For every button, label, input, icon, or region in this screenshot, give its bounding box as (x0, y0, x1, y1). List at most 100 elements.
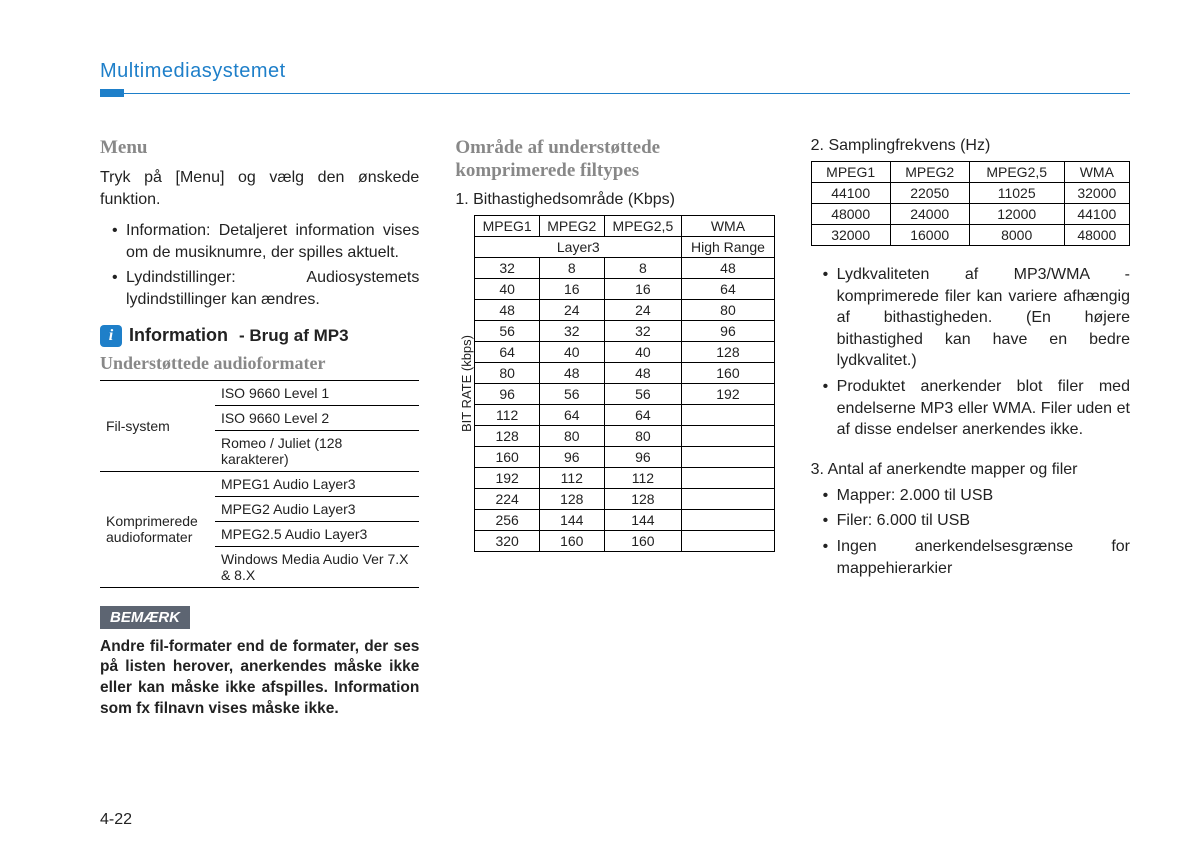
table-cell: 144 (539, 509, 604, 530)
info-subtitle: - Brug af MP3 (239, 326, 349, 346)
table-cell: 24000 (890, 204, 969, 225)
col-subheader: High Range (682, 236, 774, 257)
format-value: Windows Media Audio Ver 7.X & 8.X (215, 546, 419, 587)
table-cell: 160 (475, 446, 540, 467)
table-cell: 320 (475, 530, 540, 551)
info-icon: i (100, 325, 122, 347)
table-cell: 96 (682, 320, 774, 341)
table-cell: 64 (604, 404, 682, 425)
formats-table: Fil-system ISO 9660 Level 1 ISO 9660 Lev… (100, 380, 419, 588)
list-item: Filer: 6.000 til USB (823, 510, 1130, 532)
table-cell (682, 530, 774, 551)
col-header: MPEG1 (811, 162, 890, 183)
col-header: MPEG1 (475, 215, 540, 236)
table-cell: 48 (682, 257, 774, 278)
table-cell (682, 467, 774, 488)
table-cell: 8000 (969, 225, 1064, 246)
table-cell: 8 (604, 257, 682, 278)
format-value: MPEG2.5 Audio Layer3 (215, 521, 419, 546)
table-cell (682, 446, 774, 467)
list-item: Produktet anerkender blot filer med ende… (823, 376, 1130, 441)
column-3: 2. Samplingfrekvens (Hz) MPEG1 MPEG2 MPE… (811, 137, 1130, 720)
list-item: Lydindstillinger: Audiosystemets lydinds… (112, 267, 419, 310)
table-cell: 40 (539, 341, 604, 362)
table-cell: 56 (604, 383, 682, 404)
table-cell: 80 (682, 299, 774, 320)
col-header: WMA (682, 215, 774, 236)
column-2: Område af understøttede komprimerede fil… (455, 137, 774, 720)
table-cell: 44100 (811, 183, 890, 204)
table-cell: 160 (604, 530, 682, 551)
col-header: WMA (1064, 162, 1129, 183)
limits-list: Mapper: 2.000 til USB Filer: 6.000 til U… (823, 485, 1130, 579)
table-cell: 11025 (969, 183, 1064, 204)
table-cell: 56 (539, 383, 604, 404)
table-cell: 192 (475, 467, 540, 488)
table-cell: 16000 (890, 225, 969, 246)
col-header: MPEG2,5 (969, 162, 1064, 183)
col2-subheading: 1. Bithastighedsområde (Kbps) (455, 191, 774, 209)
col-header: MPEG2,5 (604, 215, 682, 236)
table-cell: 48000 (811, 204, 890, 225)
table-cell: 128 (682, 341, 774, 362)
table-cell: 96 (539, 446, 604, 467)
table-cell: 16 (604, 278, 682, 299)
table-cell: 22050 (890, 183, 969, 204)
bitrate-axis-label: BIT RATE (kbps) (455, 335, 474, 432)
list-item: Lydkvaliteten af MP3/WMA - komprimerede … (823, 264, 1130, 372)
menu-list: Information: Detaljeret information vise… (112, 220, 419, 310)
list-item: Mapper: 2.000 til USB (823, 485, 1130, 507)
sec3-heading: 3. Antal af anerkendte mapper og filer (811, 461, 1130, 479)
table-cell (682, 488, 774, 509)
table-cell: 112 (604, 467, 682, 488)
quality-list: Lydkvaliteten af MP3/WMA - komprimerede … (823, 264, 1130, 441)
table-cell: 48 (604, 362, 682, 383)
table-cell: 48 (539, 362, 604, 383)
table-cell: 32 (475, 257, 540, 278)
table-cell: 56 (475, 320, 540, 341)
table-cell: 44100 (1064, 204, 1129, 225)
table-cell: 16 (539, 278, 604, 299)
table-cell: 256 (475, 509, 540, 530)
table-cell: 112 (475, 404, 540, 425)
table-cell: 80 (475, 362, 540, 383)
bitrate-table: MPEG1 MPEG2 MPEG2,5 WMA Layer3 High Rang… (474, 215, 774, 552)
table-cell: 80 (604, 425, 682, 446)
note-text: Andre fil-formater end de formater, der … (100, 637, 419, 721)
page-header: Multimediasystemet (100, 60, 1130, 83)
list-item: Ingen anerkendelsesgrænse for mappehiera… (823, 536, 1130, 579)
info-title: Information (129, 325, 228, 346)
table-cell: 128 (604, 488, 682, 509)
info-heading-row: i Information - Brug af MP3 (100, 325, 419, 347)
menu-text: Tryk på [Menu] og vælg den ønskede funkt… (100, 167, 419, 210)
format-value: MPEG2 Audio Layer3 (215, 496, 419, 521)
table-cell: 32000 (811, 225, 890, 246)
format-value: Romeo / Juliet (128 karakterer) (215, 430, 419, 471)
column-1: Menu Tryk på [Menu] og vælg den ønskede … (100, 137, 419, 720)
note-label: BEMÆRK (100, 606, 190, 629)
col-header: MPEG2 (890, 162, 969, 183)
table-cell: 48000 (1064, 225, 1129, 246)
sampling-table: MPEG1 MPEG2 MPEG2,5 WMA 4410022050110253… (811, 161, 1130, 246)
table-cell (682, 425, 774, 446)
table-cell: 128 (539, 488, 604, 509)
table-cell: 12000 (969, 204, 1064, 225)
table-cell: 144 (604, 509, 682, 530)
format-label: Komprimerede audioformater (100, 471, 215, 587)
col-header: MPEG2 (539, 215, 604, 236)
table-cell: 128 (475, 425, 540, 446)
table-cell: 32 (539, 320, 604, 341)
table-cell: 64 (682, 278, 774, 299)
table-cell: 96 (475, 383, 540, 404)
formats-heading: Understøttede audioformater (100, 353, 419, 374)
table-cell (682, 404, 774, 425)
col3-heading: 2. Samplingfrekvens (Hz) (811, 137, 1130, 155)
format-value: ISO 9660 Level 1 (215, 380, 419, 405)
table-cell: 48 (475, 299, 540, 320)
menu-heading: Menu (100, 137, 419, 159)
table-cell: 80 (539, 425, 604, 446)
table-cell: 64 (539, 404, 604, 425)
format-label: Fil-system (100, 380, 215, 471)
table-cell: 40 (604, 341, 682, 362)
table-cell: 32000 (1064, 183, 1129, 204)
